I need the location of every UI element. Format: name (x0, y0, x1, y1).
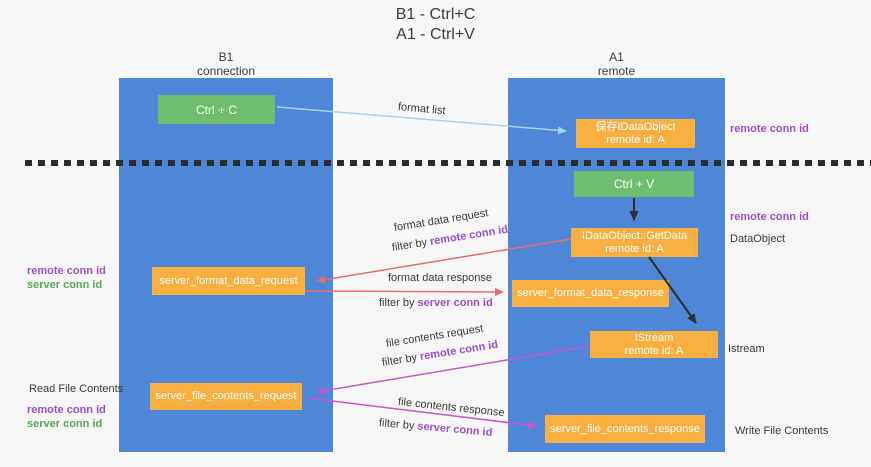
node-sfc-request-label: server_file_contents_request (155, 390, 297, 402)
node-istream: IStream remote id: A (590, 331, 718, 358)
annotation-server-conn-id-left-1: server conn id (27, 279, 103, 291)
filter-by-text: filter by (381, 351, 421, 369)
node-save-idataobject: 保存IDataObject remote id: A (576, 119, 695, 148)
annotation-remote-conn-id-left-1: remote conn id (27, 265, 106, 277)
lane-b1-name: B1 (218, 50, 234, 64)
node-istream-line1: IStream (634, 331, 674, 344)
node-sfd-response-label: server_format_data_response (517, 287, 664, 299)
annotation-remote-conn-id-top: remote conn id (730, 123, 809, 135)
diagram-title: B1 - Ctrl+C A1 - Ctrl+V (0, 5, 871, 45)
node-ctrl-v: Ctrl + V (574, 171, 694, 197)
node-sfc-response-label: server_file_contents_response (550, 422, 700, 435)
title-line-1: B1 - Ctrl+C (395, 6, 476, 23)
node-server-format-data-response: server_format_data_response (512, 280, 669, 307)
node-sfd-request-label: server_format_data_request (159, 274, 298, 287)
node-save-idataobject-line1: 保存IDataObject (595, 120, 676, 133)
lane-a1-subtitle: remote (597, 64, 636, 78)
filter-by-text: filter by (391, 236, 431, 254)
lane-a1-name: A1 (609, 50, 624, 64)
node-server-format-data-request: server_format_data_request (152, 267, 305, 295)
separator-dashed-line (25, 160, 871, 166)
node-idataobject-getdata: IDataObject::GetData remote id: A (571, 228, 698, 257)
filter-by-text: filter by (379, 297, 418, 309)
node-ctrl-v-label: Ctrl + V (613, 177, 655, 191)
node-save-idataobject-line2: remote id: A (606, 133, 665, 146)
node-getdata-line1: IDataObject::GetData (581, 229, 688, 242)
node-server-file-contents-request: server_file_contents_request (150, 383, 302, 410)
label-format-data-response: format data response (388, 272, 492, 284)
node-server-file-contents-response: server_file_contents_response (545, 415, 705, 443)
annotation-remote-conn-id-mid: remote conn id (730, 211, 809, 223)
server-conn-id-text: server conn id (416, 420, 493, 439)
annotation-dataobject: DataObject (730, 233, 786, 245)
annotation-read-file-contents: Read File Contents (29, 383, 124, 395)
title-line-2: A1 - Ctrl+V (396, 26, 475, 43)
annotation-istream: Istream (728, 343, 765, 355)
arrow-format-data-response (305, 287, 504, 296)
label-filter-server-2: filter by server conn id (378, 417, 492, 439)
node-istream-line2: remote id: A (624, 344, 684, 357)
node-ctrl-c-label: Ctrl + C (195, 102, 237, 117)
lane-header-b1: B1 connection (119, 50, 333, 78)
annotation-write-file-contents: Write File Contents (735, 425, 829, 437)
label-filter-server-1: filter by server conn id (379, 297, 493, 309)
server-conn-id-text: server conn id (417, 297, 493, 309)
node-getdata-line2: remote id: A (605, 242, 664, 255)
node-ctrl-c: Ctrl + C (158, 95, 275, 124)
lane-header-a1: A1 remote (508, 50, 725, 78)
filter-by-text: filter by (378, 417, 418, 433)
annotation-remote-conn-id-left-2: remote conn id (27, 404, 106, 416)
lane-b1-subtitle: connection (196, 64, 256, 78)
remote-conn-id-text: remote conn id (429, 223, 509, 248)
label-file-contents-response: file contents response (397, 396, 506, 420)
label-format-list: format list (397, 101, 447, 118)
annotation-server-conn-id-left-2: server conn id (27, 418, 103, 430)
